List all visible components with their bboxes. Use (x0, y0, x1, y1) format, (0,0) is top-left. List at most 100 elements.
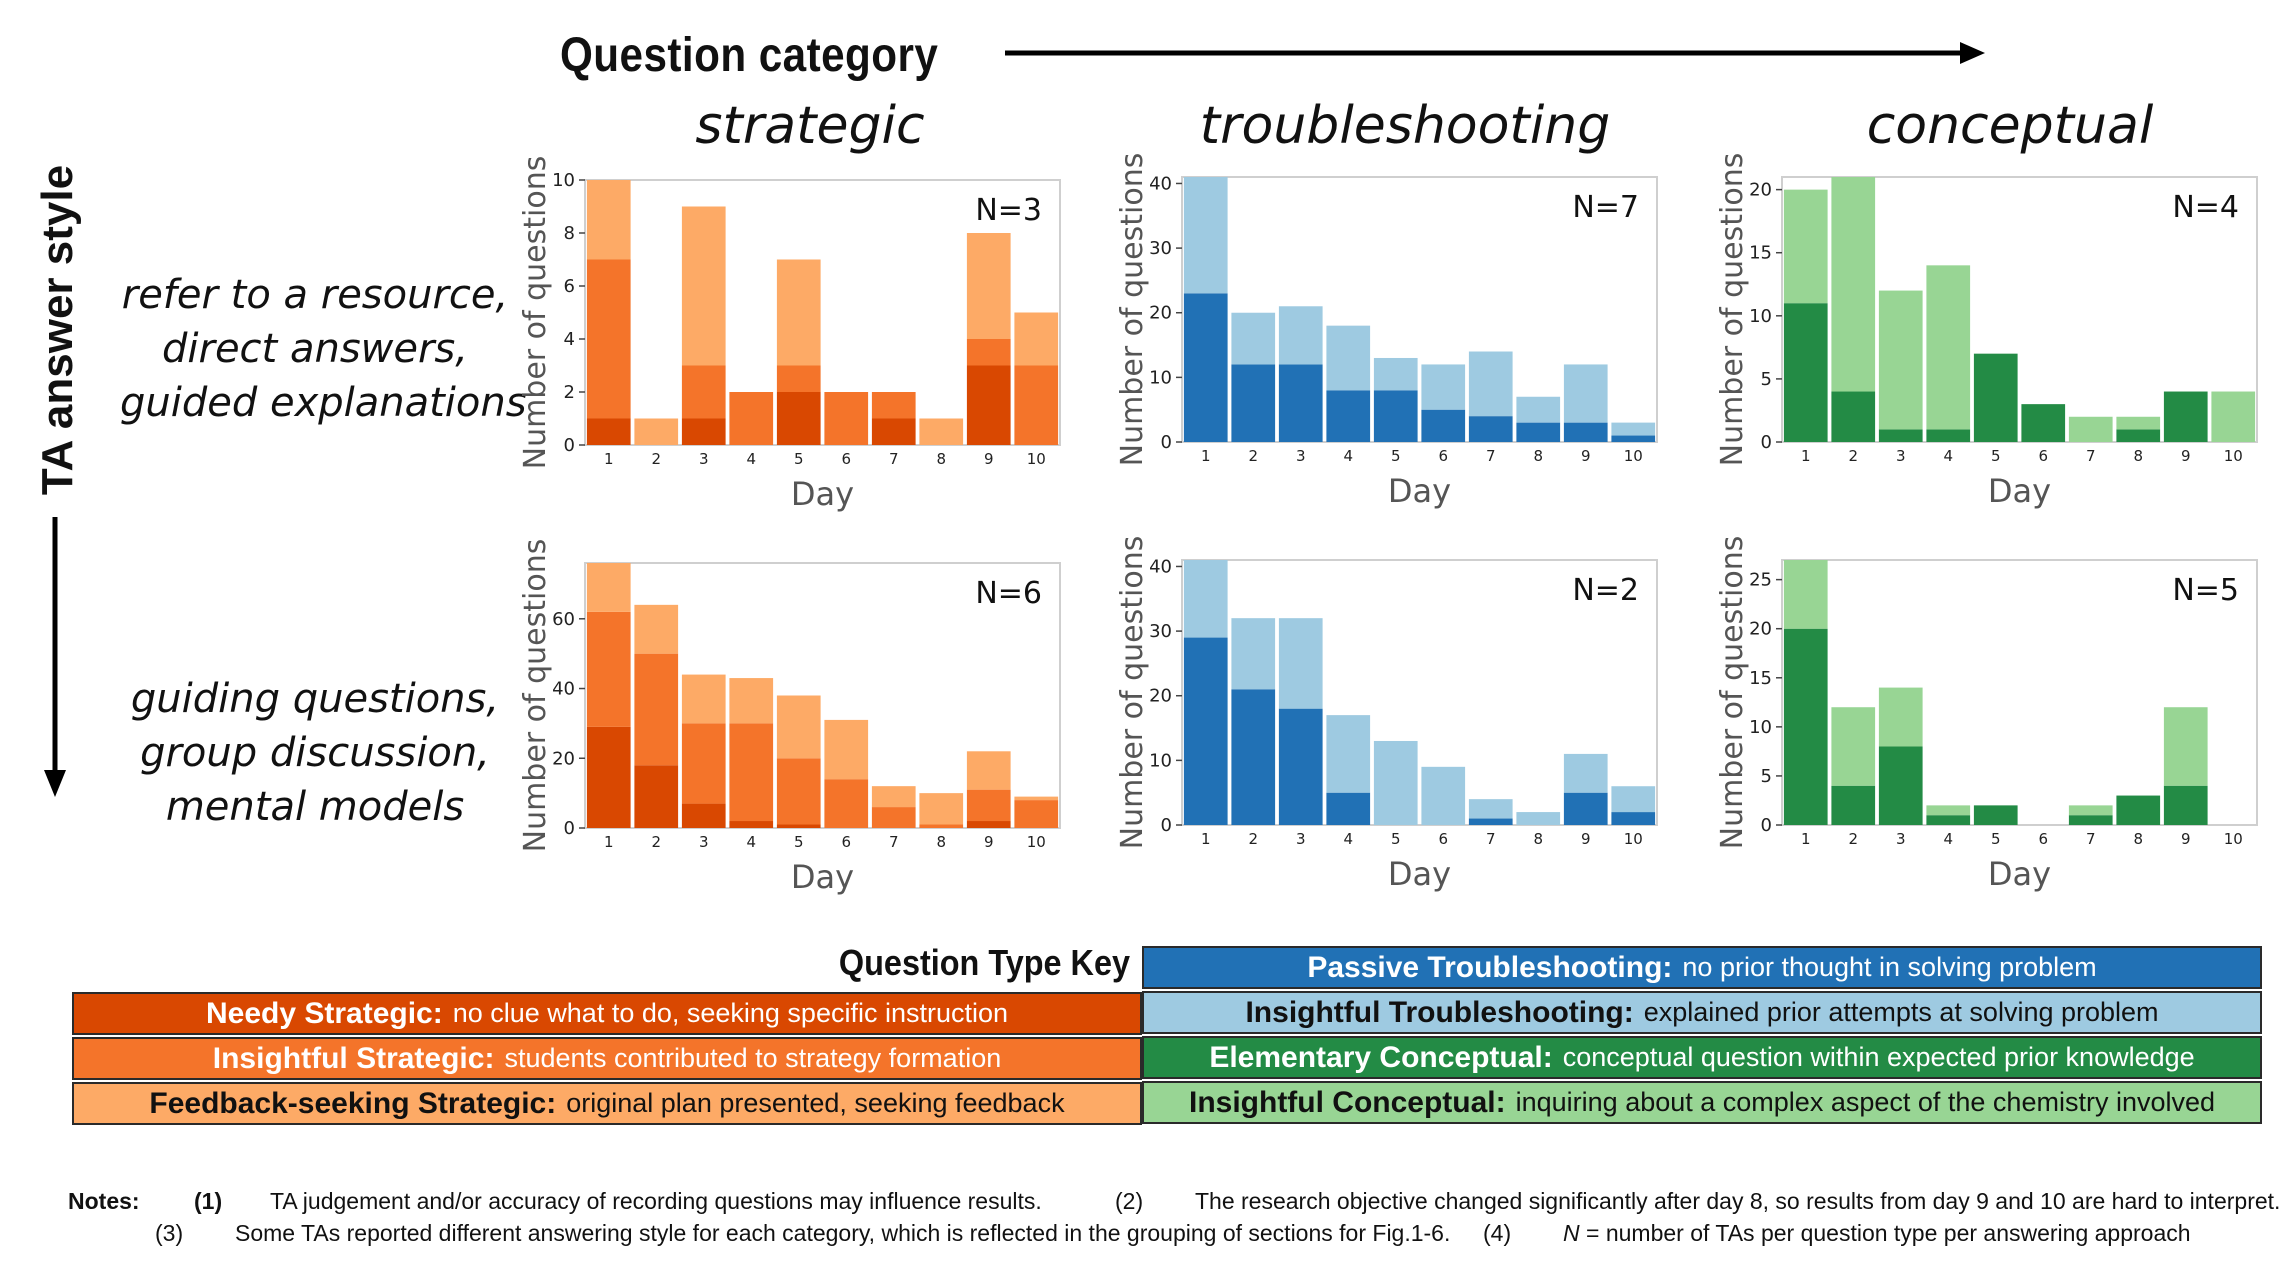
x-tick-label: 4 (1343, 447, 1353, 465)
y-tick-label: 40 (1149, 173, 1172, 194)
y-tick-label: 20 (1749, 180, 1772, 201)
x-tick-label: 9 (984, 833, 994, 851)
y-tick-label: 10 (1749, 306, 1772, 327)
bar-day-3-series-2 (1878, 290, 1923, 430)
bar-day-7-series-1 (1468, 818, 1513, 825)
key-row: Insightful Strategic: students contribute… (72, 1037, 1142, 1080)
bar-day-5-series-1 (1373, 390, 1418, 442)
bar-day-1-series-3 (586, 180, 631, 260)
bar-day-4-series-1 (1326, 792, 1371, 825)
y-tick-label: 0 (564, 435, 575, 456)
bar-day-4-series-1 (1926, 815, 1971, 825)
bar-day-2-series-1 (634, 765, 679, 828)
column-heading-strategic: strategic (695, 96, 925, 156)
y-axis-label: Number of questions (1715, 153, 1750, 467)
x-tick-label: 9 (1581, 447, 1591, 465)
key-description: inquiring about a complex aspect of the … (1515, 1087, 2216, 1117)
x-tick-label: 4 (1943, 447, 1953, 465)
bar-day-5-series-3 (776, 259, 821, 366)
y-axis-label: Number of questions (1715, 536, 1750, 850)
x-tick-label: 3 (699, 450, 709, 468)
x-tick-label: 8 (2133, 830, 2143, 848)
y-tick-label: 40 (1149, 556, 1172, 577)
bar-day-10-series-1 (1611, 435, 1656, 442)
key-description: students contributed to strategy formati… (504, 1043, 1002, 1073)
bar-day-6-series-1 (1421, 409, 1466, 442)
x-axis-label: Day (1988, 855, 2051, 893)
bar-day-8-series-2 (1516, 396, 1561, 423)
y-axis-label: Number of questions (518, 156, 553, 470)
y-tick-label: 10 (1149, 750, 1172, 771)
bar-day-9-series-2 (966, 789, 1011, 822)
bar-day-3-series-1 (1878, 746, 1923, 825)
bar-day-6-series-3 (824, 719, 869, 780)
bar-day-2-series-2 (1831, 707, 1876, 786)
bar-day-7-series-1 (1468, 416, 1513, 442)
bar-day-4-series-2 (1926, 805, 1971, 816)
y-tick-label: 20 (1149, 303, 1172, 324)
ta-answer-style-arrow (44, 517, 66, 797)
bar-day-2-series-2 (1231, 618, 1276, 690)
bar-day-3-series-2 (1278, 306, 1323, 365)
bar-day-3-series-2 (1878, 687, 1923, 747)
bar-day-5-series-1 (776, 824, 821, 828)
bar-day-9-series-1 (2163, 391, 2208, 442)
row-label-1-line: direct answers, (162, 326, 468, 372)
bar-day-4-series-2 (1326, 325, 1371, 391)
key-row: Needy Strategic: no clue what to do, seek… (72, 992, 1142, 1035)
x-tick-label: 5 (1391, 830, 1401, 848)
note-4-number: (4) (1483, 1220, 1512, 1246)
x-axis-label: Day (791, 858, 854, 896)
bar-day-1-series-2 (1183, 560, 1228, 638)
x-tick-label: 10 (1027, 833, 1046, 851)
y-tick-label: 0 (1761, 432, 1772, 453)
x-tick-label: 10 (1624, 830, 1643, 848)
bar-day-6-series-2 (1421, 766, 1466, 825)
bar-day-2-series-1 (1231, 689, 1276, 825)
x-tick-label: 7 (2086, 830, 2096, 848)
bar-day-2-series-1 (1831, 391, 1876, 442)
note-2: The research objective changed significa… (1195, 1188, 2281, 1214)
y-tick-label: 0 (1761, 815, 1772, 836)
bar-day-9-series-2 (2163, 707, 2208, 786)
y-tick-label: 10 (552, 170, 575, 191)
row-label-2-line: guiding questions, (130, 676, 500, 722)
bar-day-5-series-2 (776, 758, 821, 825)
bar-day-1-series-1 (586, 726, 631, 828)
y-axis-label: Number of questions (1115, 536, 1150, 850)
bar-day-9-series-1 (966, 821, 1011, 828)
bar-day-4-series-2 (1326, 715, 1371, 793)
bar-day-7-series-2 (1468, 351, 1513, 417)
y-tick-label: 15 (1749, 668, 1772, 689)
bar-day-10-series-2 (2211, 391, 2256, 442)
bar-day-3-series-2 (681, 723, 726, 804)
bar-day-2-series-3 (634, 418, 679, 445)
bar-day-5-series-1 (1973, 353, 2018, 442)
x-tick-label: 1 (1801, 830, 1811, 848)
y-tick-label: 0 (564, 818, 575, 839)
y-tick-label: 4 (564, 329, 575, 350)
x-tick-label: 5 (794, 450, 804, 468)
bar-day-10-series-2 (1611, 422, 1656, 436)
y-tick-label: 15 (1749, 243, 1772, 264)
key-term: Insightful Troubleshooting: (1245, 995, 1634, 1029)
note-4-text: = number of TAs per question type per an… (1579, 1220, 2191, 1246)
x-tick-label: 3 (1896, 830, 1906, 848)
y-axis-label: Number of questions (518, 539, 553, 853)
x-tick-label: 2 (651, 450, 661, 468)
bar-day-1-series-2 (586, 259, 631, 419)
x-tick-label: 4 (746, 450, 756, 468)
x-tick-label: 3 (1896, 447, 1906, 465)
bar-day-8-series-1 (2116, 429, 2161, 442)
x-tick-label: 8 (1533, 830, 1543, 848)
key-description: no prior thought in solving problem (1682, 952, 2097, 982)
bar-day-4-series-1 (1326, 390, 1371, 442)
bar-day-7-series-1 (871, 418, 916, 445)
bar-day-4-series-2 (729, 392, 774, 445)
x-tick-label: 6 (2038, 447, 2048, 465)
x-tick-label: 7 (1486, 830, 1496, 848)
bar-day-6-series-1 (2021, 404, 2066, 442)
key-term: Elementary Conceptual: (1209, 1040, 1553, 1074)
bar-day-6-series-2 (824, 392, 869, 445)
bar-day-6-series-2 (824, 779, 869, 828)
